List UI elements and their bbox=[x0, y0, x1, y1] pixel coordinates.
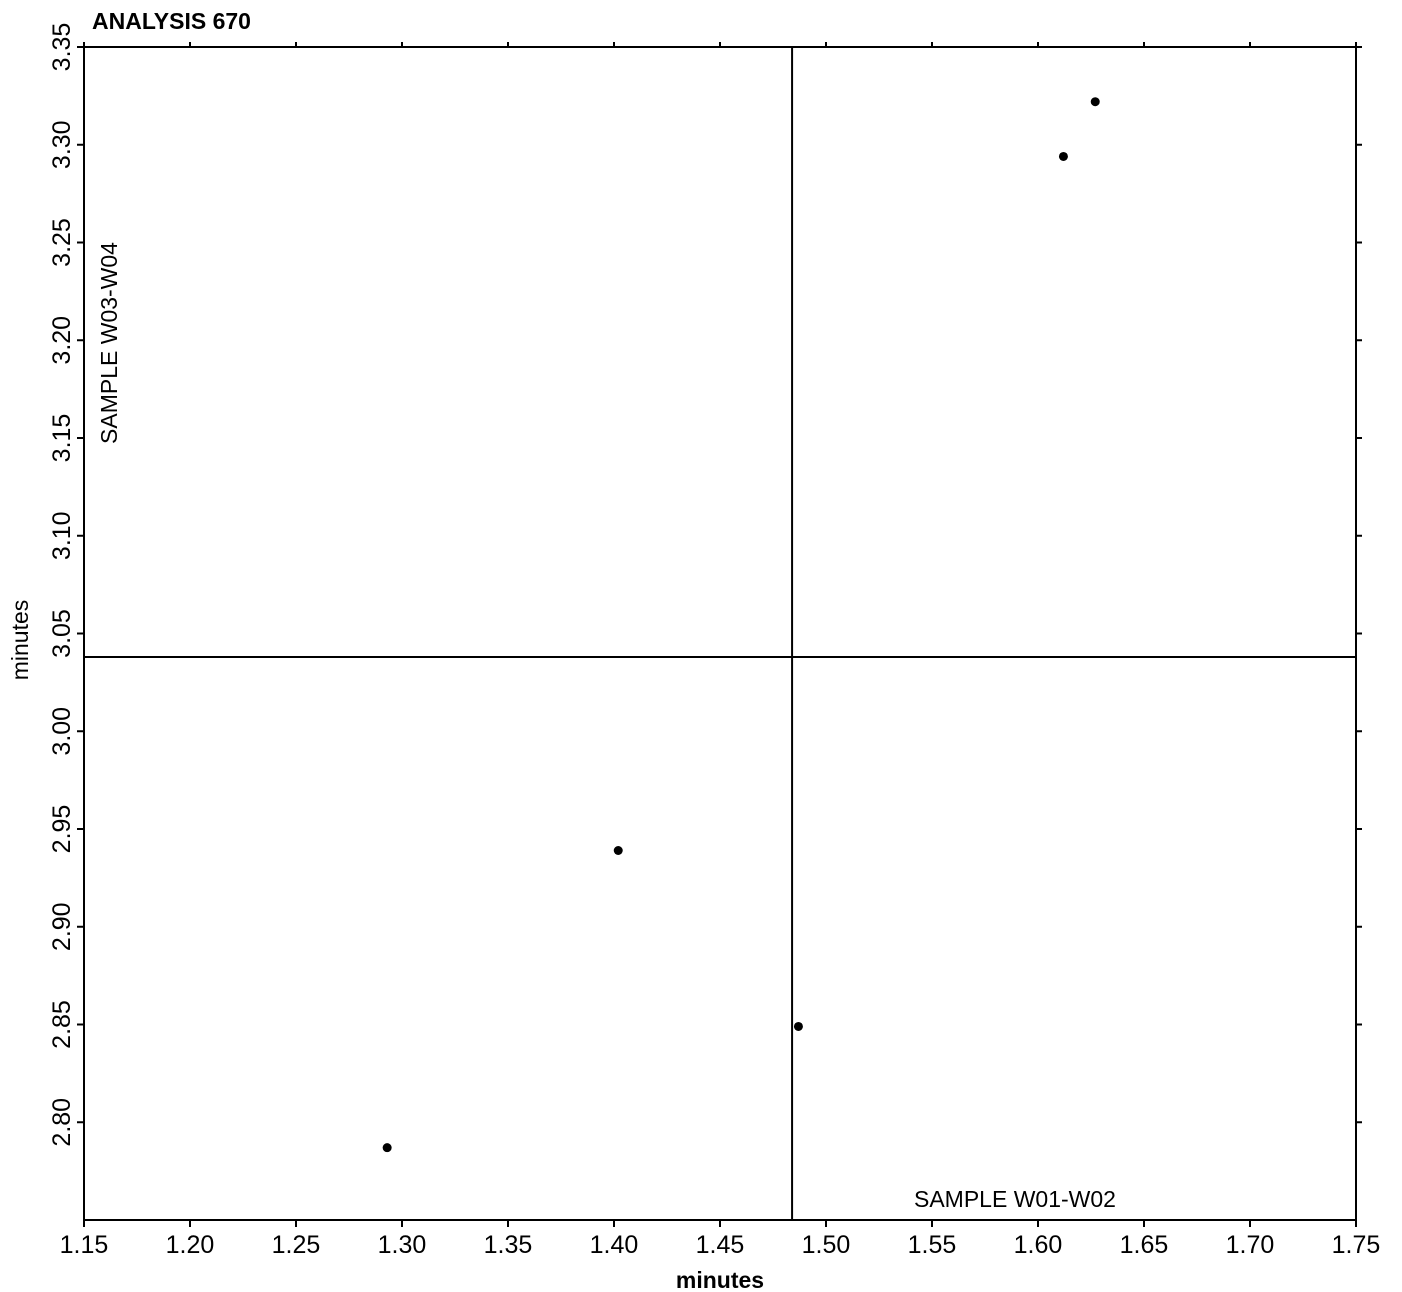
x-tick-label: 1.20 bbox=[166, 1231, 215, 1259]
x-axis: 1.15 1.20 1.25 1.30 1.35 1.40 1.45 1.50 1.55 1.60… bbox=[60, 42, 1381, 1259]
x-tick-label: 1.55 bbox=[908, 1231, 957, 1259]
y-tick-label: 3.05 bbox=[48, 609, 76, 658]
x-tick-label: 1.75 bbox=[1332, 1231, 1381, 1259]
y-tick-label: 2.90 bbox=[48, 902, 76, 951]
x-tick-label: 1.35 bbox=[484, 1231, 533, 1259]
data-points bbox=[382, 97, 1100, 1153]
x-tick-label: 1.70 bbox=[1226, 1231, 1275, 1259]
x-tick-label: 1.45 bbox=[696, 1231, 745, 1259]
data-point bbox=[382, 1143, 392, 1153]
y-tick-label: 2.95 bbox=[48, 805, 76, 854]
data-point bbox=[1090, 97, 1100, 107]
chart-title: ANALYSIS 670 bbox=[92, 8, 251, 34]
x-tick-label: 1.40 bbox=[590, 1231, 639, 1259]
reference-lines bbox=[84, 47, 1356, 1220]
x-tick-label: 1.30 bbox=[378, 1231, 427, 1259]
y-axis: 2.80 2.85 2.90 2.95 3.00 3.05 3.10 3.15 3.20 3.25… bbox=[48, 23, 1362, 1147]
x-axis-label: minutes bbox=[676, 1267, 764, 1292]
y-tick-label: 3.30 bbox=[48, 120, 76, 169]
plot-frame bbox=[83, 46, 1357, 1221]
y-tick-label: 3.25 bbox=[48, 218, 76, 267]
x-tick-label: 1.60 bbox=[1014, 1231, 1063, 1259]
data-point bbox=[1058, 151, 1068, 161]
x-tick-label: 1.25 bbox=[272, 1231, 321, 1259]
y-tick-label: 2.85 bbox=[48, 1000, 76, 1049]
y-tick-label: 3.00 bbox=[48, 707, 76, 756]
y-sample-annotation: SAMPLE W03-W04 bbox=[96, 242, 122, 444]
y-axis-label: minutes bbox=[7, 600, 33, 681]
y-tick-label: 3.10 bbox=[48, 511, 76, 560]
y-tick-label: 2.80 bbox=[48, 1098, 76, 1147]
x-sample-annotation: SAMPLE W01-W02 bbox=[914, 1186, 1116, 1212]
data-point bbox=[793, 1021, 803, 1031]
y-tick-label: 3.15 bbox=[48, 414, 76, 463]
x-tick-label: 1.50 bbox=[802, 1231, 851, 1259]
y-tick-label: 3.35 bbox=[48, 23, 76, 72]
y-tick-label: 3.20 bbox=[48, 316, 76, 365]
x-tick-label: 1.15 bbox=[60, 1231, 109, 1259]
x-tick-label: 1.65 bbox=[1120, 1231, 1169, 1259]
data-point bbox=[613, 846, 623, 856]
